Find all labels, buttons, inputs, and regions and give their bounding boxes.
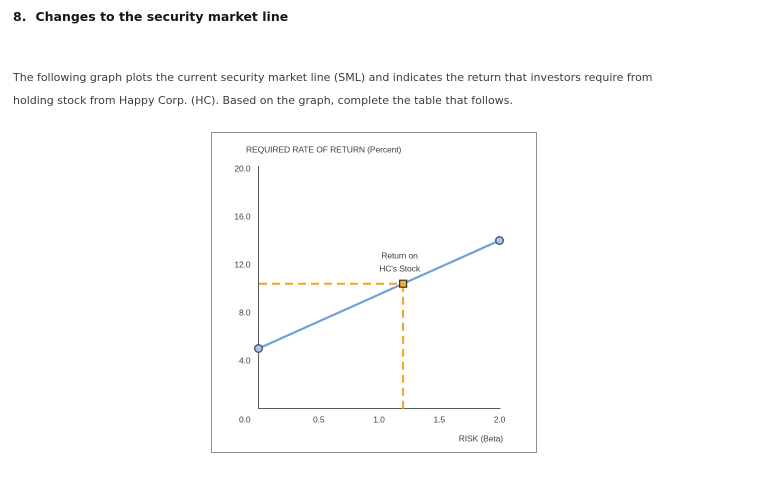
origin-tick-label: 0.0 [239,415,251,425]
sml-line [257,239,501,350]
x-tick-label: 0.5 [313,415,325,425]
y-tick-label: 20.0 [234,164,251,174]
hc-stock-label: Return on [381,251,418,261]
y-tick-label: 12.0 [234,260,251,270]
hc-stock-marker[interactable] [399,279,408,288]
sml-endpoint-marker [254,343,264,353]
x-tick-label: 2.0 [494,415,506,425]
x-tick-label: 1.0 [373,415,385,425]
hc-stock-label: HC's Stock [379,264,421,274]
sml-endpoint-marker [495,235,505,245]
question-title: Changes to the security market line [35,9,289,24]
x-axis-label: RISK (Beta) [459,434,504,444]
y-tick-label: 4.0 [239,356,251,366]
question-intro: The following graph plots the current se… [13,66,758,112]
y-tick-label: 16.0 [234,212,251,222]
sml-chart: REQUIRED RATE OF RETURN (Percent) 20.0 16.… [234,145,506,444]
intro-line-1: The following graph plots the current se… [13,71,653,84]
question-number: 8. [13,9,27,24]
axes [258,166,501,409]
x-tick-label: 1.5 [433,415,445,425]
sml-chart-panel: REQUIRED RATE OF RETURN (Percent) 20.0 16.… [211,132,537,453]
chart-title: REQUIRED RATE OF RETURN (Percent) [246,145,401,155]
y-tick-label: 8.0 [239,308,251,318]
intro-line-2: holding stock from Happy Corp. (HC). Bas… [13,94,513,107]
question-heading: 8. Changes to the security market line [13,9,288,24]
